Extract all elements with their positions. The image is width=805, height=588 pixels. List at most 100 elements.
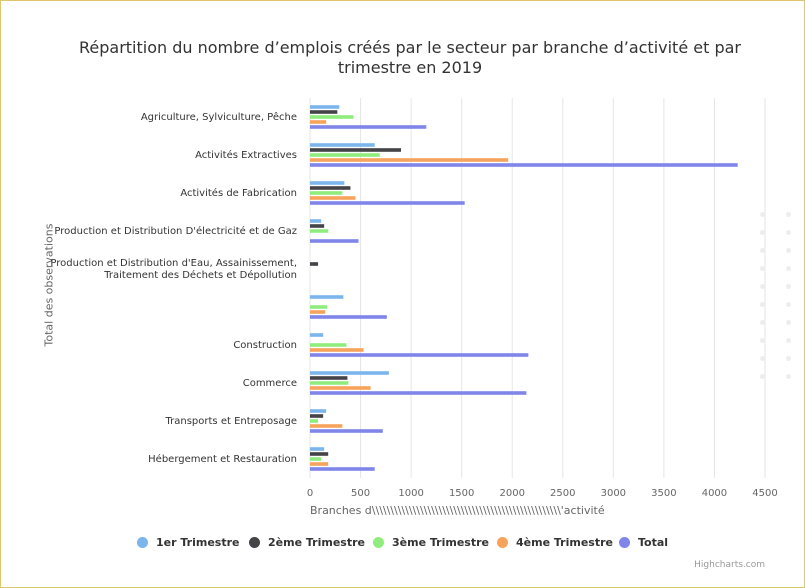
menu-dot	[760, 284, 765, 289]
legend-item[interactable]: 2ème Trimestre	[249, 536, 365, 549]
menu-dot	[760, 230, 765, 235]
x-tick-label: 2500	[550, 488, 575, 499]
bar[interactable]	[310, 219, 322, 223]
legend-item[interactable]: 1er Trimestre	[137, 536, 239, 549]
menu-dot	[760, 212, 765, 217]
menu-dot	[760, 374, 765, 379]
legend-marker-icon	[137, 537, 148, 548]
menu-dot	[786, 338, 791, 343]
legend-label: 4ème Trimestre	[516, 536, 613, 549]
bar[interactable]	[310, 419, 319, 423]
category-label: Agriculture, Sylviculture, Pêche	[141, 111, 297, 123]
bar[interactable]	[310, 305, 328, 309]
menu-dot	[786, 266, 791, 271]
menu-dot	[786, 212, 791, 217]
legend-item[interactable]: 3ème Trimestre	[373, 536, 489, 549]
bar[interactable]	[310, 229, 329, 233]
menu-dot	[760, 320, 765, 325]
category-label: Construction	[233, 340, 297, 351]
bar[interactable]	[310, 424, 343, 428]
bar[interactable]	[310, 386, 371, 390]
bar[interactable]	[310, 115, 354, 119]
legend-item[interactable]: 4ème Trimestre	[497, 536, 613, 549]
bar[interactable]	[310, 409, 327, 413]
legend-label: 1er Trimestre	[156, 536, 240, 549]
bar[interactable]	[310, 391, 527, 395]
bar[interactable]	[310, 429, 383, 433]
legend-label: Total	[638, 536, 669, 549]
menu-dot	[760, 356, 765, 361]
category-label: Activités de Fabrication	[180, 187, 297, 199]
bar[interactable]	[310, 148, 401, 152]
bar[interactable]	[310, 457, 322, 461]
bar[interactable]	[310, 110, 338, 114]
bar[interactable]	[310, 462, 329, 466]
legend-marker-icon	[619, 537, 630, 548]
x-tick-label: 1500	[449, 488, 474, 499]
bar[interactable]	[310, 262, 319, 266]
bar[interactable]	[310, 186, 351, 190]
menu-dot	[786, 284, 791, 289]
bar[interactable]	[310, 353, 529, 357]
category-label: Production et Distribution d'Eau, Assain…	[50, 258, 297, 281]
bar[interactable]	[310, 310, 326, 314]
bar[interactable]	[310, 295, 344, 299]
bar[interactable]	[310, 125, 427, 129]
menu-dot	[786, 320, 791, 325]
bar[interactable]	[310, 452, 329, 456]
bar[interactable]	[310, 158, 509, 162]
menu-dot	[760, 266, 765, 271]
bar[interactable]	[310, 120, 327, 124]
bar[interactable]	[310, 315, 387, 319]
bar[interactable]	[310, 153, 380, 157]
bar[interactable]	[310, 333, 324, 337]
bar[interactable]	[310, 381, 349, 385]
x-tick-label: 0	[307, 488, 313, 499]
legend-marker-icon	[249, 537, 260, 548]
x-tick-label: 4000	[702, 488, 727, 499]
bar[interactable]	[310, 343, 347, 347]
menu-dot	[786, 302, 791, 307]
legend-item[interactable]: Total	[619, 536, 668, 549]
bar[interactable]	[310, 181, 345, 185]
bar[interactable]	[310, 376, 348, 380]
bar[interactable]	[310, 414, 324, 418]
chart-legend: 1er Trimestre 2ème Trimestre 3ème Trimestr…	[0, 536, 805, 554]
legend-marker-icon	[373, 537, 384, 548]
credits-link[interactable]: Highcharts.com	[694, 560, 765, 570]
bar[interactable]	[310, 467, 375, 471]
bar[interactable]	[310, 239, 359, 243]
bar[interactable]	[310, 163, 738, 167]
x-tick-label: 2000	[499, 488, 524, 499]
x-axis-label: Branches d\\\\\\\\\\\\\\\\\\\\\\\\\\\\\\…	[310, 504, 605, 517]
legend-label: 2ème Trimestre	[268, 536, 365, 549]
chart-title: Répartition du nombre d’emplois créés pa…	[79, 38, 741, 77]
bar[interactable]	[310, 348, 364, 352]
menu-dot	[760, 338, 765, 343]
bar[interactable]	[310, 224, 325, 228]
category-label: Production et Distribution D'électricité…	[54, 225, 297, 237]
menu-dot	[786, 356, 791, 361]
bar[interactable]	[310, 201, 465, 205]
bar[interactable]	[310, 447, 325, 451]
menu-dot	[786, 230, 791, 235]
menu-dot	[760, 302, 765, 307]
category-label: Commerce	[243, 378, 297, 389]
bar[interactable]	[310, 196, 356, 200]
category-label: Activités Extractives	[195, 149, 297, 161]
bar[interactable]	[310, 105, 340, 109]
x-tick-label: 500	[351, 488, 370, 499]
category-label: Hébergement et Restauration	[148, 453, 297, 465]
context-menu-icon[interactable]	[760, 212, 796, 388]
bar[interactable]	[310, 371, 389, 375]
menu-dot	[786, 374, 791, 379]
bar[interactable]	[310, 191, 343, 195]
x-tick-label: 3000	[601, 488, 626, 499]
menu-dot	[786, 248, 791, 253]
bar[interactable]	[310, 143, 375, 147]
legend-marker-icon	[497, 537, 508, 548]
menu-dot	[760, 248, 765, 253]
x-tick-label: 1000	[398, 488, 423, 499]
